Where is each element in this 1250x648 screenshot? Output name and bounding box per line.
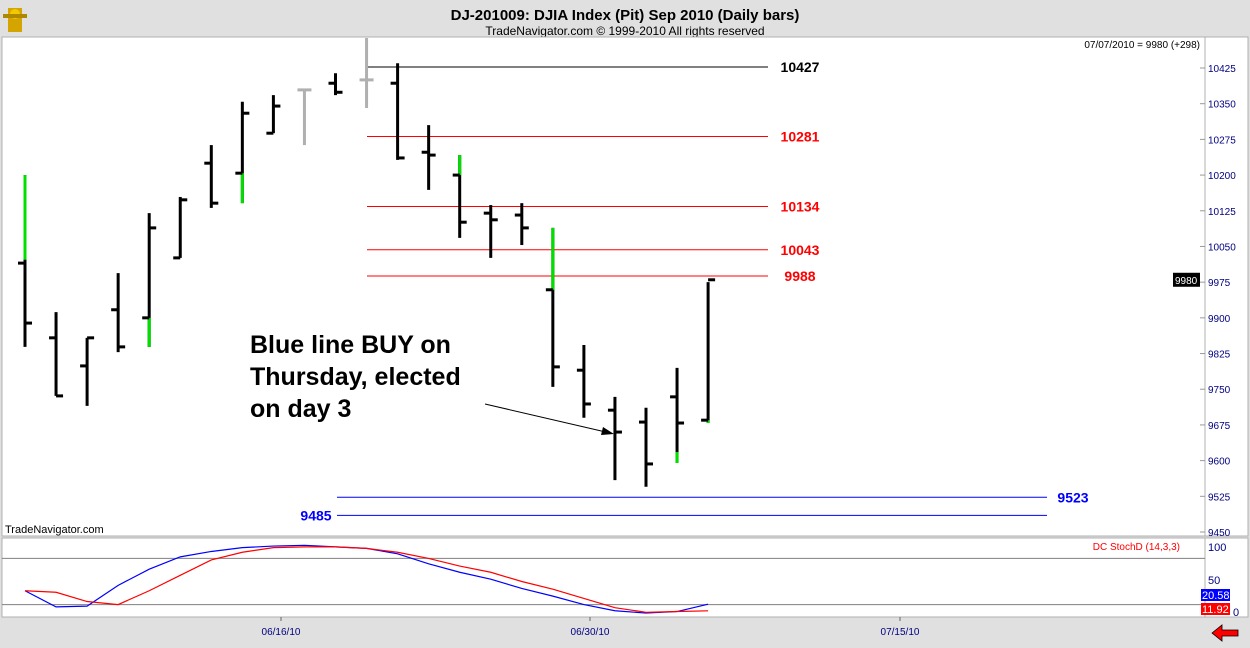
ohlc-bar	[297, 88, 312, 146]
level-label: 9988	[784, 268, 815, 284]
price-tick-label: 9675	[1208, 421, 1231, 432]
tradenavigator-logo-icon[interactable]	[3, 8, 27, 32]
ohlc-bar	[701, 278, 716, 424]
date-tick-label: 06/16/10	[262, 627, 301, 638]
ohlc-bar	[670, 367, 685, 463]
price-axis: 10425 10350 10275 10200 10125 10050 9975 9900 98…	[1173, 37, 1236, 539]
ohlc-bar	[235, 101, 250, 204]
ohlc-bar	[18, 175, 32, 347]
ohlc-bar	[607, 396, 622, 481]
level-label: 10043	[781, 242, 820, 258]
stoch-tick-label: 0	[1233, 607, 1239, 619]
stochastic-panel[interactable]	[1, 537, 1249, 618]
ohlc-bar	[452, 155, 467, 238]
level-label: 9485	[300, 507, 331, 523]
stoch-readout-box	[1201, 603, 1230, 615]
price-tick-label: 9975	[1208, 278, 1231, 289]
price-tick-label: 9900	[1208, 314, 1231, 325]
annotation-line-1: Blue line BUY on	[250, 331, 451, 359]
price-tick-label: 10425	[1208, 64, 1236, 75]
ohlc-bar	[173, 196, 188, 260]
annotation: Blue line BUY on Thursday, elected on da…	[250, 331, 614, 435]
price-tick-label: 10275	[1208, 135, 1236, 146]
chart-subtitle: TradeNavigator.com © 1999-2010 All right…	[485, 24, 764, 38]
annotation-line-3: on day 3	[250, 395, 351, 423]
price-tick-label: 9825	[1208, 350, 1231, 361]
price-tick-label: 10050	[1208, 242, 1236, 253]
price-tick-label: 10125	[1208, 207, 1236, 218]
stoch-tick-label: 50	[1208, 575, 1220, 587]
current-price-box	[1173, 272, 1200, 287]
price-tick-label: 9525	[1208, 492, 1231, 503]
price-tick-label: 10200	[1208, 171, 1236, 182]
ohlc-bar	[49, 312, 64, 398]
ohlc-bar	[576, 344, 591, 418]
ohlc-bar	[142, 213, 157, 347]
ohlc-bar	[390, 63, 405, 160]
ohlc-bar	[266, 95, 281, 135]
ohlc-bar	[111, 273, 126, 353]
stoch-readout-box	[1201, 589, 1230, 601]
ohlc-bar	[80, 336, 95, 406]
price-tick-label: 9450	[1208, 528, 1231, 539]
stoch-readout: 11.92	[1202, 604, 1229, 616]
ohlc-bar	[328, 73, 343, 96]
stochastic-title: DC StochD (14,3,3)	[1093, 542, 1180, 553]
ohlc-bar	[514, 203, 529, 246]
price-bars	[18, 38, 716, 487]
level-label: 9523	[1057, 489, 1088, 505]
stochastic-lines: 100 50 020.58 11.92	[2, 538, 1239, 619]
chart-title: DJ-201009: DJIA Index (Pit) Sep 2010 (Da…	[451, 7, 800, 24]
watermark: TradeNavigator.com	[5, 524, 104, 536]
last-quote: 07/07/2010 = 9980 (+298)	[1084, 40, 1200, 51]
level-label: 10134	[781, 198, 820, 214]
current-price-label: 9980	[1175, 276, 1198, 287]
level-label: 10281	[781, 129, 820, 145]
level-label: 10427	[781, 59, 820, 75]
ohlc-bar	[639, 407, 653, 487]
price-tick-label: 9750	[1208, 385, 1231, 396]
scroll-right-arrow-icon[interactable]	[1211, 624, 1239, 642]
ohlc-bar	[359, 38, 374, 108]
date-tick-label: 07/15/10	[881, 627, 920, 638]
price-levels: 10427 10281 10134 10043 9988 9523 9485	[300, 59, 1088, 523]
annotation-arrow	[484, 403, 611, 434]
date-axis: 06/16/10 06/30/10 07/15/10	[262, 617, 920, 638]
date-tick-label: 06/30/10	[571, 627, 610, 638]
ohlc-bar	[421, 125, 436, 190]
annotation-line-2: Thursday, elected	[250, 363, 461, 391]
stoch-d-line	[24, 546, 709, 613]
price-panel[interactable]	[1, 36, 1249, 537]
stoch-tick-label: 100	[1208, 542, 1226, 554]
ohlc-bar	[204, 145, 219, 208]
ohlc-bar	[483, 205, 498, 258]
stoch-readout: 20.58	[1202, 590, 1230, 602]
arrow-head-icon	[601, 427, 614, 435]
ohlc-bar	[545, 227, 560, 387]
price-tick-label: 9600	[1208, 457, 1231, 468]
price-tick-label: 10350	[1208, 100, 1236, 111]
